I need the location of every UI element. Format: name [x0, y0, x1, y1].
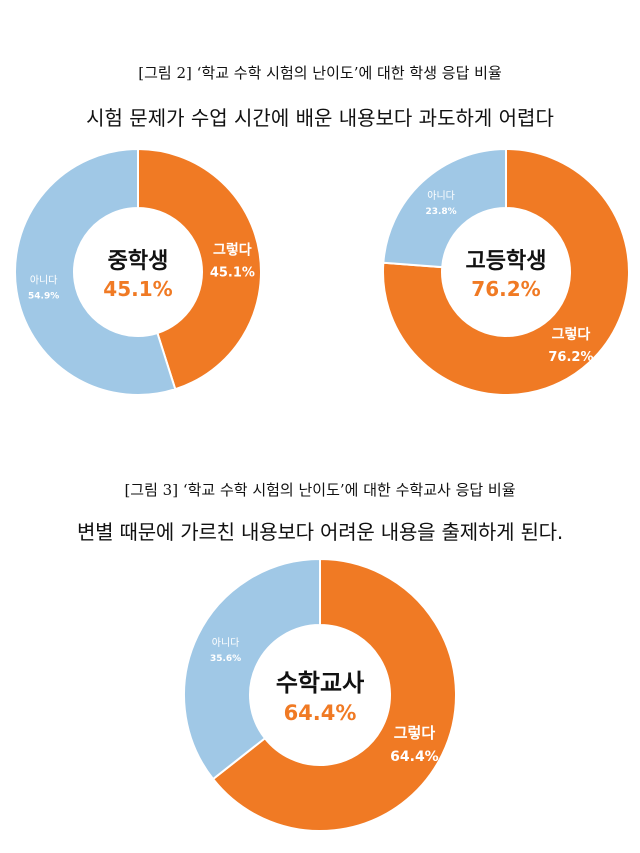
no-slice-label: 아니다	[427, 190, 455, 202]
yes-slice-label: 그렇다	[394, 724, 436, 742]
no-slice	[183, 557, 321, 781]
donut-center-value: 64.4%	[284, 701, 357, 725]
no-slice-value: 35.6%	[210, 654, 241, 664]
middle-school-donut-chart: 그렇다 45.1% 아니다 54.9% 중학생 45.1%	[13, 147, 262, 396]
figure-3-caption: [그림 3] ‘학교 수학 시험의 난이도’에 대한 수학교사 응답 비율	[124, 481, 516, 499]
no-slice-value: 23.8%	[425, 207, 456, 217]
no-slice	[382, 147, 507, 269]
yes-slice-value: 64.4%	[390, 749, 439, 765]
donut-center-value: 76.2%	[471, 277, 540, 301]
teacher-donut-chart: 그렇다 64.4% 아니다 35.6% 수학교사 64.4%	[183, 557, 457, 832]
donut-center-label: 중학생	[108, 249, 169, 274]
yes-slice	[137, 147, 262, 391]
no-slice	[13, 147, 177, 396]
yes-slice-value: 45.1%	[210, 265, 255, 280]
yes-slice-label: 그렇다	[552, 327, 591, 343]
no-slice-label: 아니다	[30, 275, 58, 287]
high-school-donut-chart: 그렇다 76.2% 아니다 23.8% 고등학생 76.2%	[382, 147, 630, 396]
no-slice-value: 54.9%	[28, 292, 59, 302]
donut-center-value: 45.1%	[103, 277, 172, 301]
yes-slice	[211, 557, 457, 832]
figure-2-caption: [그림 2] ‘학교 수학 시험의 난이도’에 대한 학생 응답 비율	[138, 64, 502, 82]
no-slice-label: 아니다	[212, 637, 240, 649]
yes-slice	[382, 147, 630, 396]
yes-slice-value: 76.2%	[548, 350, 593, 365]
donut-center-label: 고등학생	[466, 249, 547, 274]
figure-3-title: 변별 때문에 가르친 내용보다 어려운 내용을 출제하게 된다.	[76, 520, 564, 544]
donut-center-label: 수학교사	[276, 669, 364, 697]
figure-2-title: 시험 문제가 수업 시간에 배운 내용보다 과도하게 어렵다	[86, 106, 554, 130]
yes-slice-label: 그렇다	[213, 242, 252, 258]
